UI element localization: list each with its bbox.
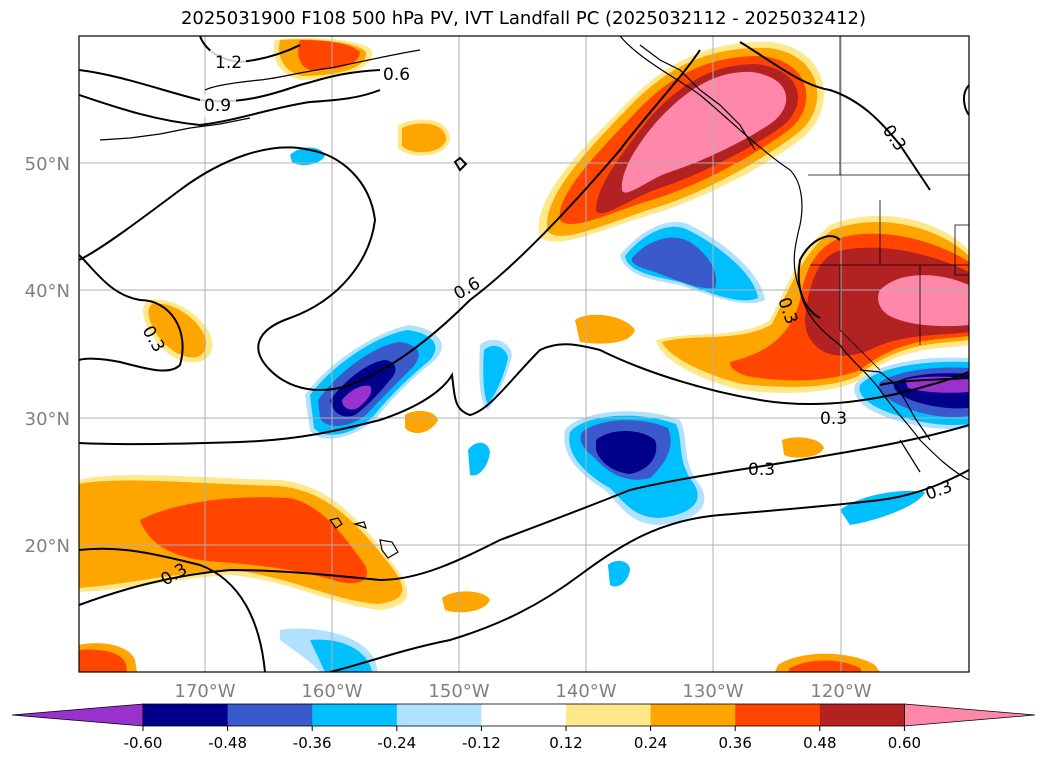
contour-label: 0.6	[383, 65, 410, 85]
contour-label: 1.2	[215, 53, 242, 73]
colorbar-segment	[650, 704, 736, 726]
colorbar-extend-left	[11, 703, 144, 727]
colorbar-extend-right	[904, 703, 1036, 727]
pv-contours	[79, 36, 969, 672]
colorbar-segment	[312, 704, 398, 726]
colorbar-tick-label: -0.48	[208, 734, 247, 752]
map-panel: 1.2 0.9 0.6 0.6 0.3 0.3 0.3 0.3 0.3 0.3 …	[79, 36, 969, 672]
colorbar-frame	[142, 703, 905, 727]
colorbar-tick-label: 0.36	[718, 734, 751, 752]
colorbar-tick-label: -0.12	[462, 734, 501, 752]
colorbar-segment	[735, 704, 821, 726]
colorbar-tick-label: 0.60	[888, 734, 921, 752]
negative-anomaly-east-pacific	[620, 221, 765, 304]
colorbar-tick-label: -0.24	[377, 734, 416, 752]
contour-label: 0.3	[748, 460, 775, 480]
lon-label: 130°W	[682, 681, 743, 702]
colorbar: -0.60 -0.48 -0.36 -0.24 -0.12 0.12 0.24 0.36 0.4…	[11, 703, 1036, 752]
colorbar-tick-label: -0.60	[124, 734, 163, 752]
colorbar-segment	[819, 704, 905, 726]
lon-label: 150°W	[428, 681, 489, 702]
lon-label: 160°W	[301, 681, 362, 702]
colorbar-segment	[481, 704, 567, 726]
positive-anomaly-california	[656, 215, 969, 393]
colorbar-segment	[143, 704, 229, 726]
colorbar-tick-label: 0.24	[634, 734, 667, 752]
colorbar-segment	[566, 704, 652, 726]
coastlines	[99, 36, 969, 559]
boundaries	[808, 36, 969, 371]
colorbar-tick-label: 0.12	[549, 734, 582, 752]
lat-label: 30°N	[25, 409, 70, 430]
positive-anomaly-subtropical	[79, 475, 408, 610]
colorbar-tick-label: -0.36	[293, 734, 332, 752]
map-frame	[78, 35, 970, 673]
lat-label: 40°N	[25, 281, 70, 302]
positive-anomaly-small	[79, 38, 880, 672]
lat-label: 50°N	[25, 154, 70, 175]
lon-label: 170°W	[174, 681, 235, 702]
contour-label: 0.9	[204, 96, 231, 116]
positive-anomaly-bc	[538, 41, 824, 242]
lat-label: 20°N	[25, 536, 70, 557]
colorbar-segment	[227, 704, 313, 726]
graticule	[79, 36, 969, 672]
lon-label: 120°W	[810, 681, 871, 702]
colorbar-segment	[396, 704, 482, 726]
plot-title: 2025031900 F108 500 hPa PV, IVT Landfall…	[180, 8, 867, 29]
colorbar-tick-label: 0.48	[803, 734, 836, 752]
contour-label: 0.3	[820, 409, 847, 429]
negative-anomaly-central	[564, 411, 705, 525]
lon-label: 140°W	[555, 681, 616, 702]
